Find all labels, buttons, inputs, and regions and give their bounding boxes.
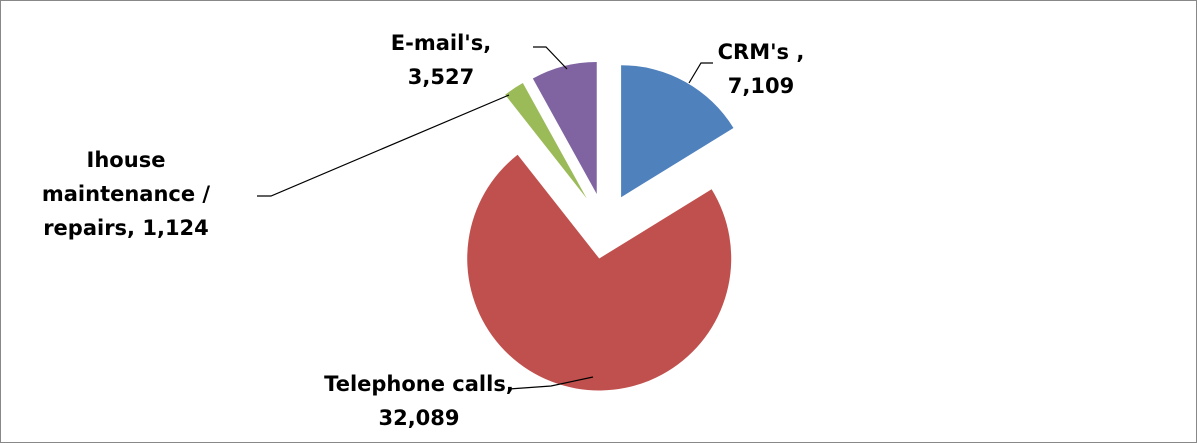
- data-label: CRM's , 7,109: [691, 35, 831, 103]
- data-label: Ihouse maintenance / repairs, 1,124: [41, 143, 211, 245]
- data-label: Telephone calls, 32,089: [319, 367, 519, 435]
- leader-line: [508, 376, 594, 390]
- value-label: 1,124: [142, 216, 209, 240]
- value-label: 32,089: [378, 406, 460, 430]
- category-label: E-mail's,: [390, 31, 492, 55]
- pie-slice: [621, 65, 734, 198]
- category-label: Ihouse maintenance / repairs,: [41, 148, 211, 240]
- leader-line: [533, 46, 568, 70]
- category-label: Telephone calls,: [324, 372, 514, 396]
- data-label: E-mail's, 3,527: [371, 26, 511, 94]
- leader-line: [257, 94, 510, 197]
- category-label: CRM's ,: [717, 40, 805, 64]
- pie-slice: [505, 83, 587, 199]
- value-label: 3,527: [407, 65, 475, 89]
- pie-slice: [467, 154, 732, 391]
- pie-slice: [532, 62, 597, 195]
- value-label: 7,109: [727, 74, 795, 98]
- leader-line: [688, 62, 713, 84]
